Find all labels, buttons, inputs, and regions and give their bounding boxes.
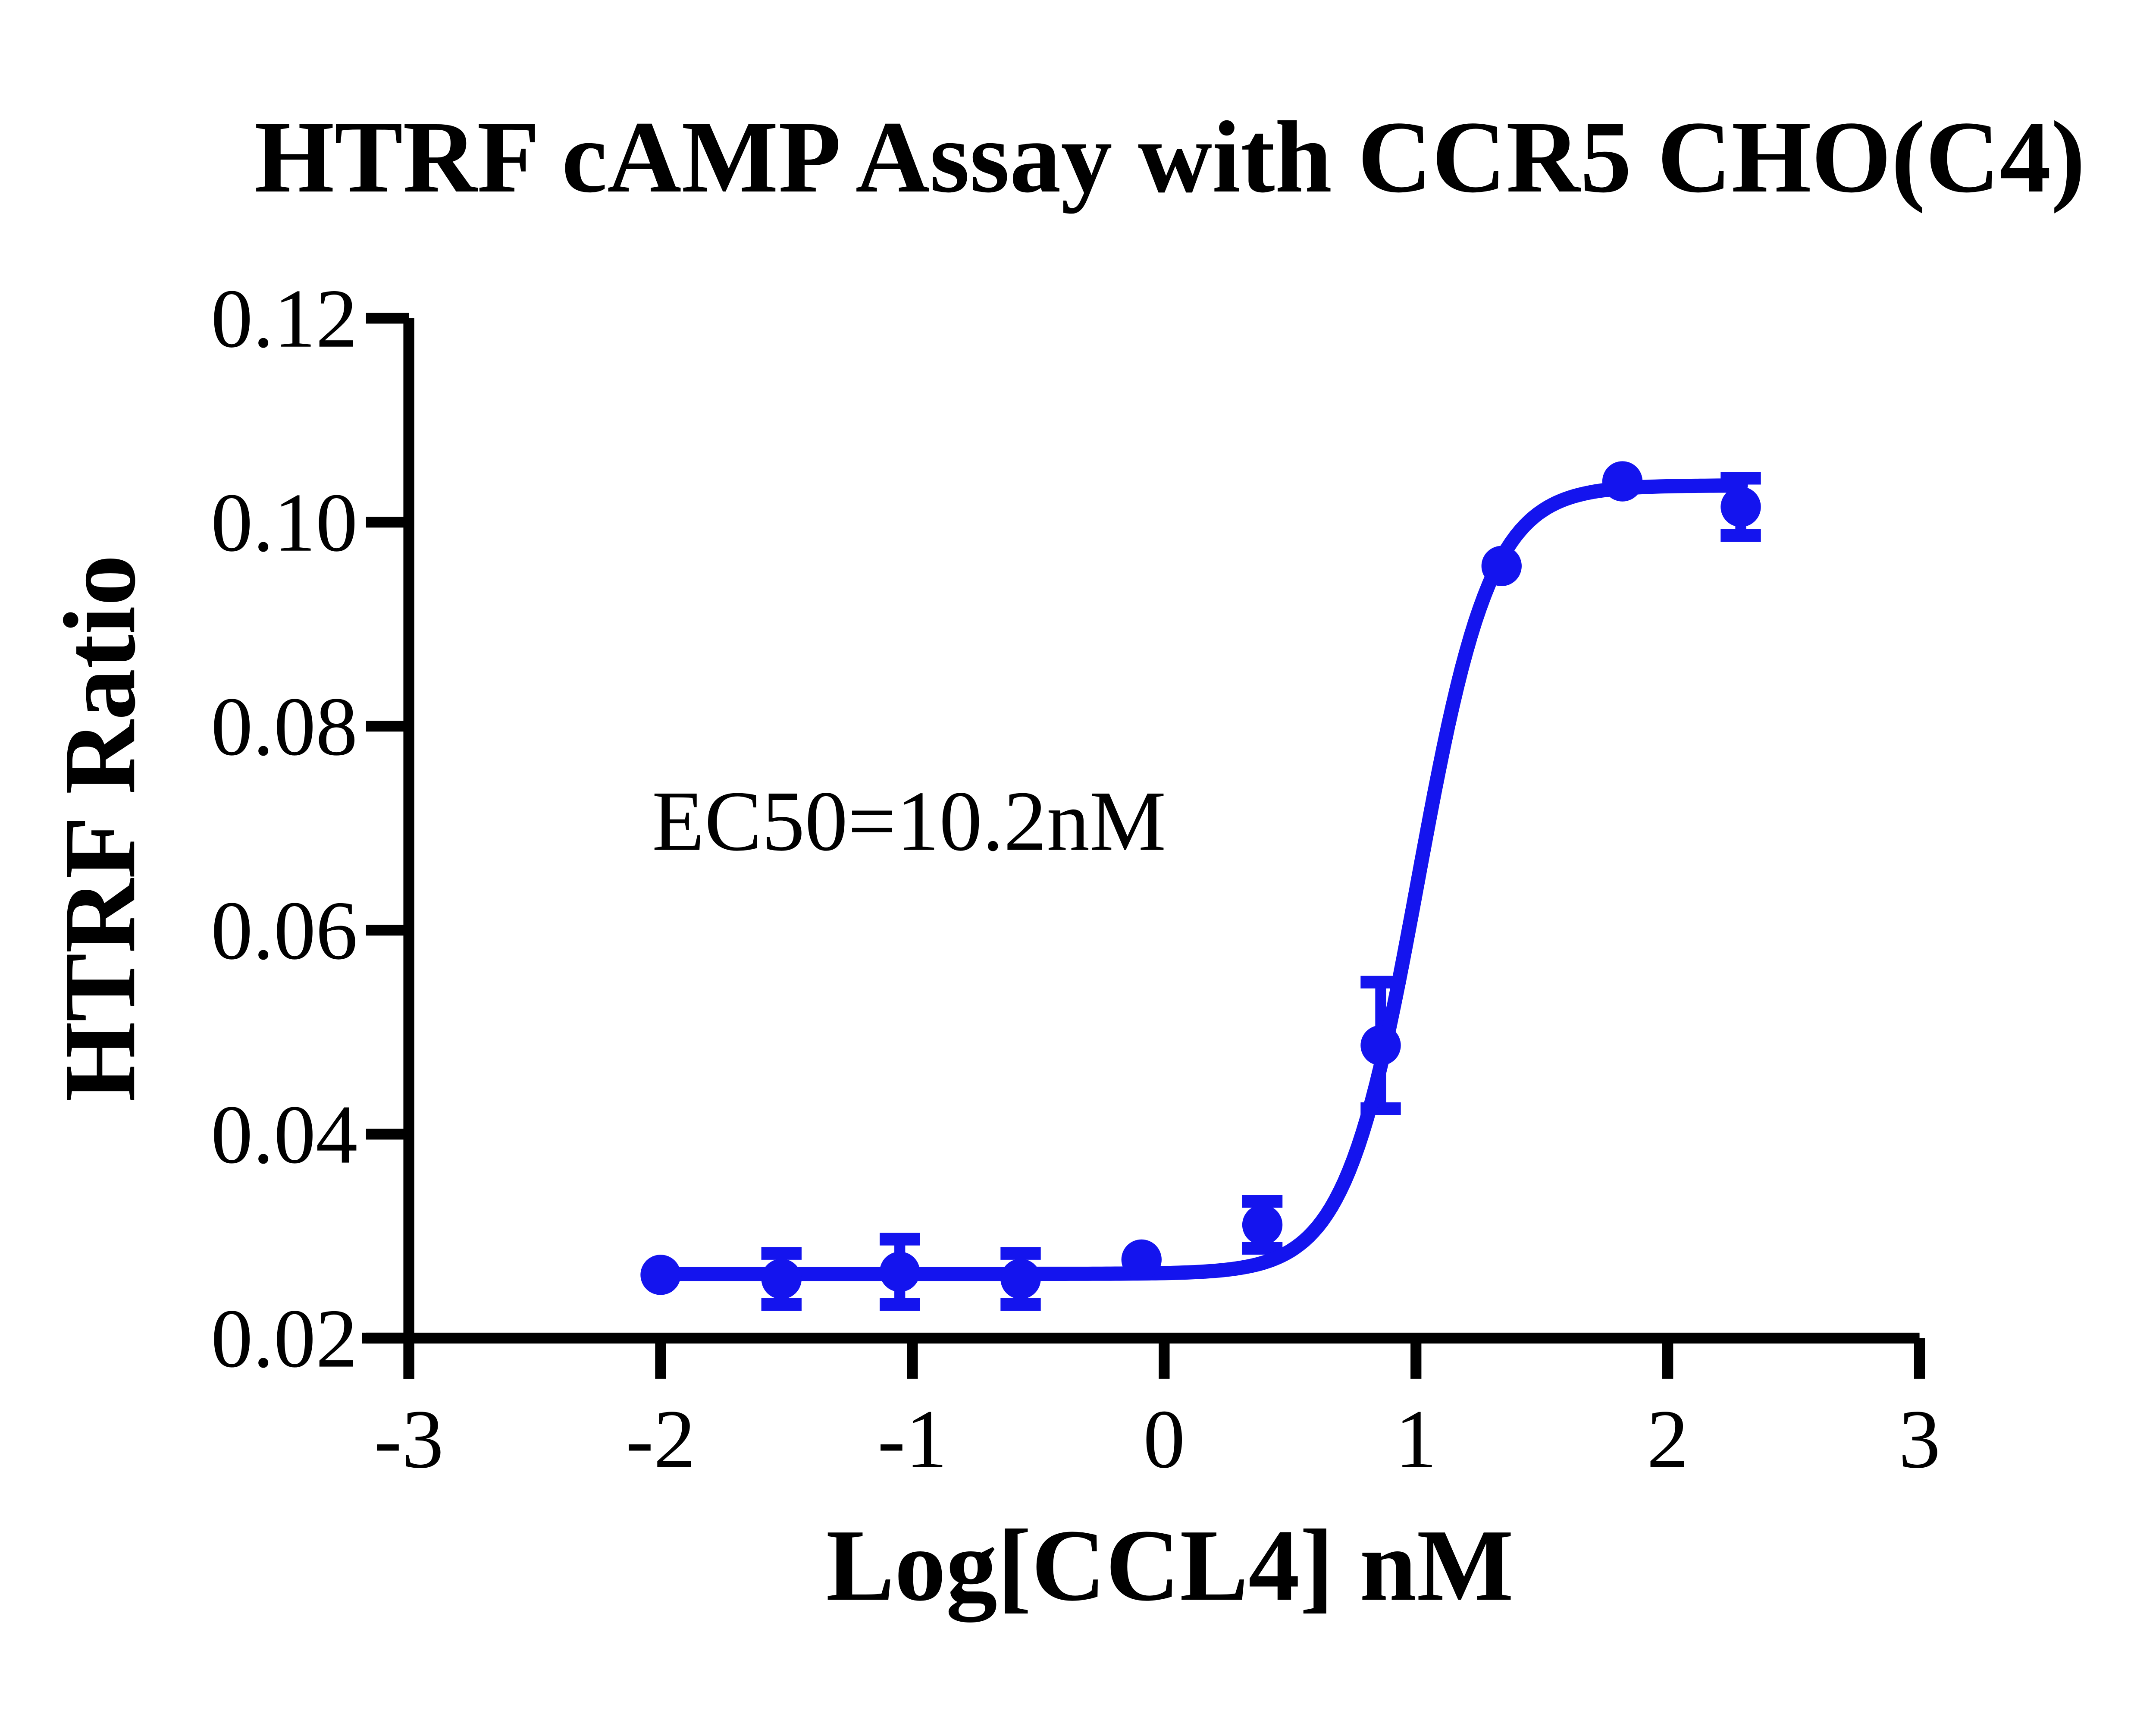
x-tick-label: 1 <box>1395 1393 1437 1486</box>
y-tick-label: 0.06 <box>211 885 357 977</box>
x-tick-label: -2 <box>626 1393 696 1486</box>
y-tick-label: 0.04 <box>211 1089 357 1181</box>
plot-series <box>640 461 1761 1311</box>
fit-curve <box>653 478 1748 1281</box>
axes: -3 -2 -1 0 1 2 3 0.02 0.04 0.06 0.08 0.10 0.12 <box>211 273 1940 1486</box>
y-axis-label: HTRF Ratio <box>43 555 157 1102</box>
x-tick-label: 2 <box>1647 1393 1689 1486</box>
data-point <box>1242 1205 1283 1245</box>
x-axis-label: Log[CCL4] nM <box>826 1508 1514 1622</box>
data-point <box>880 1252 920 1292</box>
data-point <box>1121 1239 1162 1280</box>
chart-title: HTRF cAMP Assay with CCR5 CHO(C4) <box>254 100 2085 214</box>
data-point <box>1481 546 1522 587</box>
y-tick-label: 0.10 <box>211 477 357 569</box>
x-tick-label: 0 <box>1143 1393 1185 1486</box>
data-point <box>1000 1259 1041 1299</box>
y-tick-label: 0.02 <box>211 1293 357 1385</box>
data-point <box>1720 486 1761 527</box>
data-point <box>1360 1025 1401 1066</box>
x-tick-label: 3 <box>1899 1393 1940 1486</box>
data-point <box>640 1255 681 1295</box>
x-tick-label: -1 <box>877 1393 947 1486</box>
data-point <box>761 1259 802 1299</box>
x-tick-label: -3 <box>374 1393 444 1486</box>
ec50-annotation: EC50=10.2nM <box>652 774 1166 869</box>
y-tick-label: 0.08 <box>211 681 357 773</box>
data-point <box>1602 461 1643 502</box>
y-tick-label: 0.12 <box>211 273 357 365</box>
